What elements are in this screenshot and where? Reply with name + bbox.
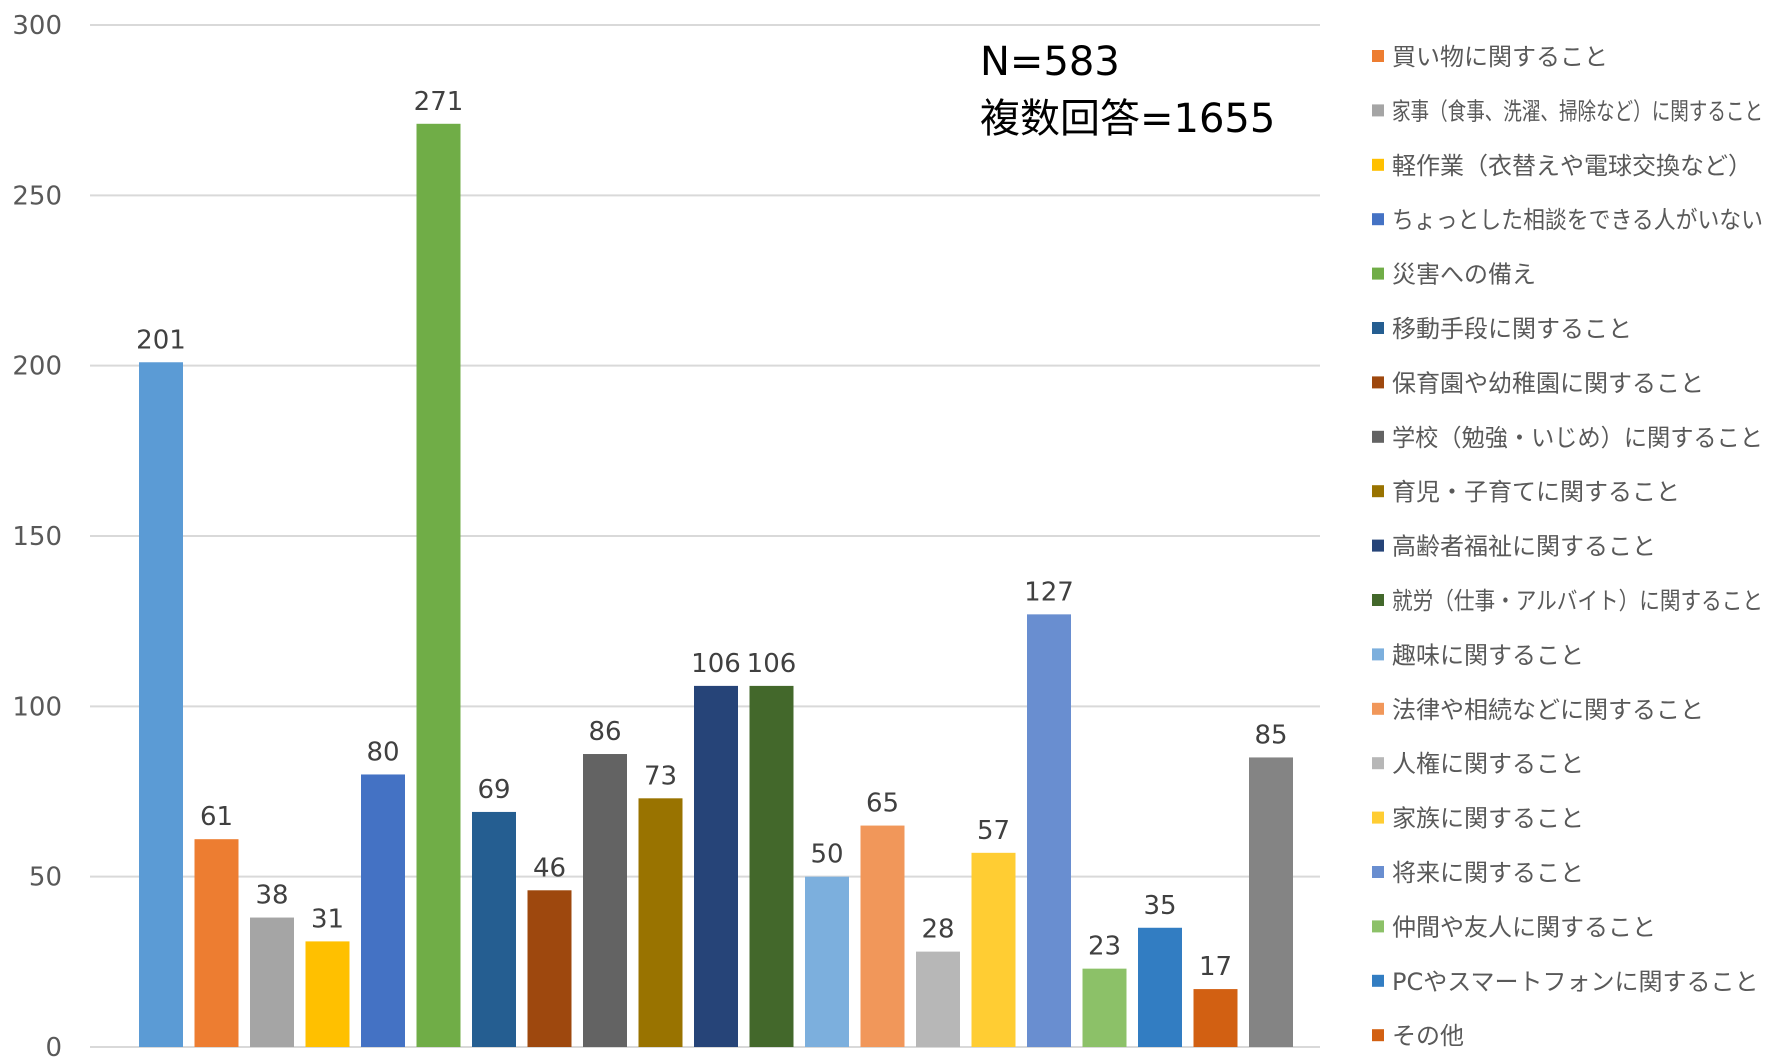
legend-swatch — [1372, 322, 1384, 334]
bar — [1138, 927, 1182, 1047]
legend-swatch — [1372, 811, 1384, 824]
y-axis-tick-labels: 0 50 100 150 200 250 300 — [12, 11, 62, 1062]
bar — [139, 362, 183, 1047]
legend-label: 家事（食事、洗濯、掃除など）に関すること — [1392, 97, 1763, 125]
legend-label: ちょっとした相談をできる人がいない — [1392, 206, 1763, 234]
legend-label: 学校（勉強・いじめ）に関すること — [1392, 424, 1763, 452]
legend: 買い物に関すること家事（食事、洗濯、掃除など）に関すること軽作業（衣替えや電球交… — [1372, 43, 1763, 1050]
legend-label: 趣味に関すること — [1392, 641, 1584, 669]
legend-swatch — [1372, 648, 1384, 661]
legend-swatch — [1372, 104, 1384, 117]
legend-label: 高齢者福祉に関すること — [1392, 533, 1656, 561]
data-label: 80 — [366, 737, 399, 767]
legend-swatch — [1372, 50, 1384, 62]
legend-swatch — [1372, 485, 1384, 498]
legend-swatch — [1372, 1029, 1384, 1042]
bar — [194, 839, 239, 1047]
bar — [1249, 757, 1293, 1047]
legend-label: 育児・子育てに関すること — [1392, 478, 1680, 506]
data-label: 271 — [414, 87, 464, 117]
legend-swatch — [1372, 539, 1384, 552]
legend-label: 災害への備え — [1392, 261, 1536, 289]
y-tick-label: 250 — [12, 181, 62, 211]
legend-label: 将来に関すること — [1392, 859, 1584, 887]
legend-label: 就労（仕事・アルバイト）に関すること — [1392, 587, 1763, 615]
bar — [805, 876, 849, 1047]
annotation-total-responses: 複数回答=1655 — [980, 96, 1275, 142]
data-label: 106 — [691, 649, 741, 679]
data-label: 73 — [644, 761, 677, 791]
legend-swatch — [1372, 866, 1384, 878]
bar — [527, 890, 572, 1047]
legend-swatch — [1372, 702, 1384, 715]
bar — [416, 123, 461, 1047]
data-label: 106 — [747, 649, 797, 679]
data-label: 57 — [977, 816, 1010, 846]
data-label: 17 — [1199, 952, 1232, 982]
annotations: N=583 複数回答=1655 — [980, 39, 1275, 142]
legend-label: その他 — [1392, 1022, 1464, 1050]
annotation-sample-size: N=583 — [980, 39, 1120, 85]
legend-swatch — [1372, 430, 1384, 443]
data-labels: 201 61 38 31 80 271 69 46 86 73 106 106 50 65 28 57 127 2… — [136, 87, 1287, 982]
data-label: 50 — [810, 840, 843, 870]
bar — [1082, 968, 1127, 1047]
bar — [1193, 989, 1238, 1047]
legend-label: 保育園や幼稚園に関すること — [1392, 369, 1704, 397]
legend-label: 家族に関すること — [1392, 805, 1584, 833]
data-label: 61 — [200, 802, 233, 832]
data-label: 38 — [255, 881, 288, 911]
legend-label: 仲間や友人に関すること — [1392, 913, 1656, 941]
bar — [361, 774, 405, 1047]
legend-swatch — [1372, 376, 1384, 389]
legend-swatch — [1372, 757, 1384, 770]
y-tick-label: 0 — [45, 1033, 62, 1062]
bar — [1027, 614, 1071, 1047]
legend-label: 軽作業（衣替えや電球交換など） — [1392, 152, 1752, 180]
bar — [250, 917, 294, 1047]
legend-swatch — [1372, 158, 1384, 171]
data-label: 201 — [136, 325, 186, 355]
legend-label: 移動手段に関すること — [1392, 315, 1632, 343]
legend-label: 法律や相続などに関すること — [1392, 696, 1704, 724]
legend-swatch — [1372, 267, 1384, 280]
legend-swatch — [1372, 920, 1384, 933]
y-tick-label: 300 — [12, 11, 62, 41]
bar — [860, 825, 905, 1047]
bar — [749, 685, 794, 1047]
data-label: 46 — [533, 853, 566, 883]
data-label: 65 — [866, 789, 899, 819]
data-label: 28 — [921, 915, 954, 945]
data-label: 23 — [1088, 932, 1121, 962]
legend-label: 人権に関すること — [1392, 750, 1584, 778]
y-tick-label: 200 — [12, 352, 62, 382]
bar — [638, 798, 683, 1047]
bar — [971, 852, 1016, 1047]
y-tick-label: 50 — [29, 863, 62, 893]
legend-swatch — [1372, 213, 1384, 226]
y-tick-label: 150 — [12, 522, 62, 552]
data-label: 127 — [1024, 577, 1074, 607]
bar — [916, 951, 960, 1047]
data-label: 86 — [588, 717, 621, 747]
legend-label: PCやスマートフォンに関すること — [1392, 968, 1759, 996]
bar — [305, 941, 350, 1047]
y-tick-label: 100 — [12, 692, 62, 722]
data-label: 85 — [1254, 720, 1287, 750]
legend-label: 買い物に関すること — [1392, 43, 1608, 71]
legend-swatch — [1372, 974, 1384, 987]
bar — [583, 754, 627, 1047]
data-label: 31 — [311, 904, 344, 934]
data-label: 35 — [1143, 891, 1176, 921]
legend-swatch — [1372, 594, 1384, 606]
data-label: 69 — [477, 775, 510, 805]
bars — [139, 123, 1293, 1047]
bar — [472, 811, 516, 1047]
bar — [694, 685, 738, 1047]
